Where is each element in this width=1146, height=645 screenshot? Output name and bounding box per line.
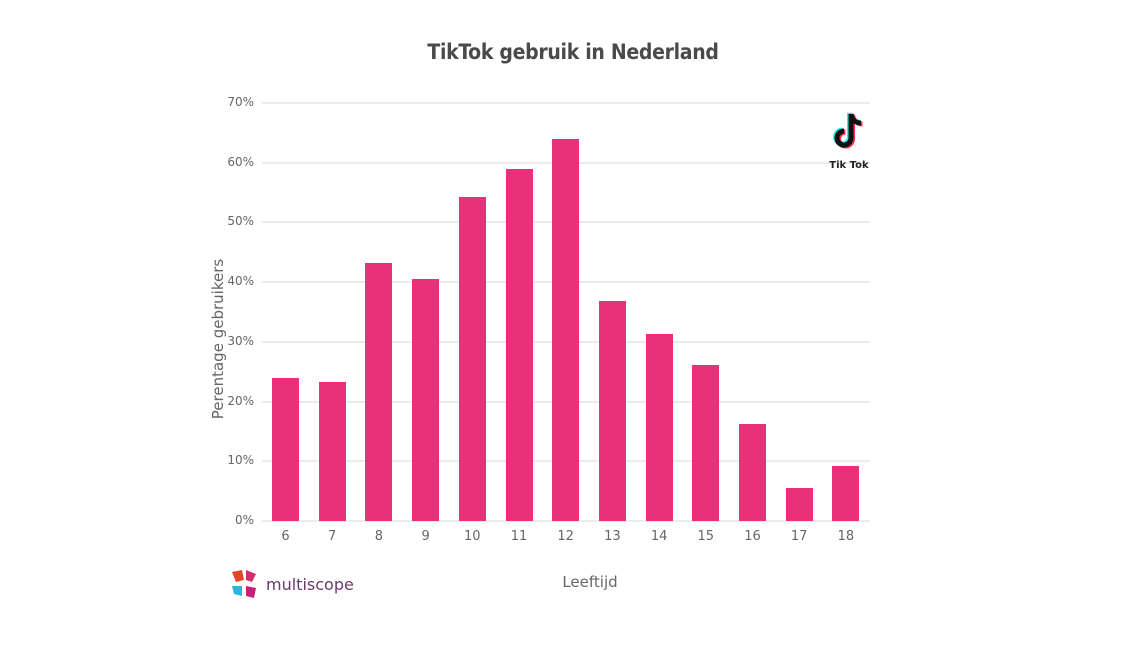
bar <box>458 197 486 521</box>
bar <box>785 487 813 521</box>
bar <box>692 365 720 521</box>
x-tick-label: 13 <box>604 529 621 544</box>
x-tick-label: 17 <box>790 529 808 544</box>
x-tick-label: 7 <box>328 529 337 544</box>
bar <box>318 381 346 521</box>
tiktok-label: Tik Tok <box>829 160 869 171</box>
bar <box>832 466 860 521</box>
y-tick-label: 20% <box>227 393 254 408</box>
y-tick-label: 30% <box>227 333 254 348</box>
multiscope-label: multiscope <box>266 574 354 594</box>
x-tick-label: 9 <box>421 529 430 544</box>
multiscope-logo: multiscope <box>230 568 354 600</box>
x-tick-label: 16 <box>744 529 761 544</box>
x-tick-label: 11 <box>510 529 528 544</box>
x-tick-label: 15 <box>697 529 715 544</box>
y-tick-label: 10% <box>227 453 254 468</box>
chart-title: TikTok gebruik in Nederland <box>427 40 719 64</box>
x-tick-label: 8 <box>374 529 384 544</box>
bar <box>365 263 393 521</box>
bar <box>598 301 626 521</box>
bar <box>505 168 533 521</box>
x-tick-label: 12 <box>557 529 574 544</box>
y-tick-label: 0% <box>234 513 254 527</box>
plot-area: 0% 10% 20% 30% 40% 50% 60% 70% 6 7 8 9 10 11 12 13 14 15 1… <box>227 95 870 544</box>
tiktok-note-icon <box>833 112 863 149</box>
x-tick-label: 18 <box>837 529 855 544</box>
tiktok-logo: Tik Tok <box>824 110 874 171</box>
bar <box>272 377 299 521</box>
x-tick-label: 6 <box>281 529 290 544</box>
y-tick-label: 40% <box>227 274 254 289</box>
bar <box>645 334 673 521</box>
multiscope-mark-icon <box>232 570 256 598</box>
gridline <box>262 520 870 522</box>
x-axis-label: Leeftijd <box>562 573 618 591</box>
x-tick-label: 14 <box>650 529 668 544</box>
bar <box>552 138 580 521</box>
gridline <box>262 102 870 104</box>
y-tick-label: 50% <box>227 214 254 229</box>
x-tick-label: 10 <box>464 529 481 544</box>
bar <box>739 423 766 521</box>
y-tick-label: 70% <box>227 95 254 109</box>
bar <box>412 279 440 521</box>
y-tick-label: 60% <box>227 154 254 169</box>
